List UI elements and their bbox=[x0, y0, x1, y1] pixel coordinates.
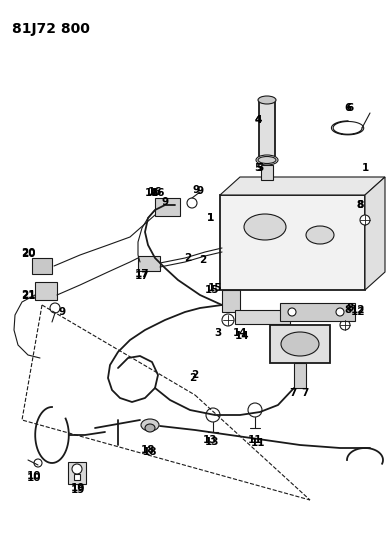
Text: 7: 7 bbox=[301, 388, 309, 398]
Text: 8: 8 bbox=[344, 305, 352, 315]
Bar bbox=[222, 290, 240, 312]
Text: 8: 8 bbox=[356, 200, 364, 210]
Text: 4: 4 bbox=[254, 115, 262, 125]
Text: 12: 12 bbox=[351, 305, 365, 315]
Text: 8: 8 bbox=[356, 200, 364, 210]
Text: 16: 16 bbox=[145, 188, 159, 198]
Text: 81J72 800: 81J72 800 bbox=[12, 22, 90, 36]
Text: 9: 9 bbox=[161, 197, 168, 207]
Text: 2: 2 bbox=[189, 373, 196, 383]
Text: 19: 19 bbox=[71, 483, 85, 493]
Text: 15: 15 bbox=[205, 285, 219, 295]
Text: 5: 5 bbox=[256, 163, 264, 173]
Text: 6: 6 bbox=[344, 103, 352, 113]
Circle shape bbox=[187, 198, 197, 208]
Text: 17: 17 bbox=[135, 269, 149, 279]
Circle shape bbox=[50, 303, 60, 313]
Bar bbox=[32, 258, 52, 274]
Text: 11: 11 bbox=[251, 438, 265, 448]
Text: 5: 5 bbox=[254, 163, 262, 173]
Text: 1: 1 bbox=[207, 213, 214, 223]
Ellipse shape bbox=[244, 214, 286, 240]
Text: 1: 1 bbox=[207, 213, 214, 223]
Text: 14: 14 bbox=[233, 328, 247, 338]
Text: 13: 13 bbox=[205, 437, 219, 447]
Text: 7: 7 bbox=[289, 388, 297, 398]
Text: 14: 14 bbox=[235, 331, 249, 341]
Text: 16: 16 bbox=[148, 187, 162, 197]
Bar bbox=[261, 165, 273, 180]
Text: 6: 6 bbox=[346, 103, 354, 113]
Bar bbox=[138, 256, 160, 271]
Bar bbox=[259, 100, 275, 160]
Ellipse shape bbox=[256, 155, 278, 165]
Text: 18: 18 bbox=[141, 445, 155, 455]
Ellipse shape bbox=[306, 226, 334, 244]
Text: 2: 2 bbox=[191, 370, 199, 380]
Polygon shape bbox=[365, 177, 385, 290]
Circle shape bbox=[360, 215, 370, 225]
Text: 17: 17 bbox=[135, 271, 149, 281]
Ellipse shape bbox=[258, 96, 276, 104]
Bar bbox=[74, 474, 80, 480]
Bar bbox=[220, 195, 365, 290]
Text: 21: 21 bbox=[21, 291, 35, 301]
Bar bbox=[294, 363, 306, 388]
Text: 20: 20 bbox=[21, 248, 35, 258]
Text: 3: 3 bbox=[214, 328, 222, 338]
Text: 2: 2 bbox=[184, 253, 192, 263]
Text: 2: 2 bbox=[200, 255, 207, 265]
Polygon shape bbox=[220, 177, 385, 195]
Text: 18: 18 bbox=[143, 447, 157, 457]
Text: 20: 20 bbox=[21, 249, 35, 259]
Text: 4: 4 bbox=[254, 115, 262, 125]
Text: 19: 19 bbox=[71, 485, 85, 495]
Text: 16: 16 bbox=[151, 188, 165, 198]
Circle shape bbox=[206, 408, 220, 422]
Bar bbox=[270, 325, 330, 363]
Circle shape bbox=[34, 459, 42, 467]
Text: 13: 13 bbox=[203, 435, 217, 445]
Text: 15: 15 bbox=[208, 283, 222, 293]
Text: 1: 1 bbox=[361, 163, 369, 173]
Bar bbox=[155, 198, 180, 216]
Text: 12: 12 bbox=[351, 307, 365, 317]
Ellipse shape bbox=[258, 157, 276, 164]
Text: 11: 11 bbox=[248, 435, 262, 445]
Circle shape bbox=[248, 403, 262, 417]
Bar bbox=[280, 303, 355, 321]
Ellipse shape bbox=[281, 332, 319, 356]
Circle shape bbox=[222, 314, 234, 326]
Circle shape bbox=[336, 308, 344, 316]
Text: 10: 10 bbox=[27, 473, 41, 483]
Bar bbox=[68, 462, 86, 484]
Circle shape bbox=[72, 464, 82, 474]
Text: 21: 21 bbox=[21, 290, 35, 300]
Text: 9: 9 bbox=[193, 185, 200, 195]
Bar bbox=[35, 282, 57, 300]
Text: 9: 9 bbox=[196, 186, 203, 196]
Bar bbox=[235, 310, 290, 324]
Text: 10: 10 bbox=[27, 471, 41, 481]
Circle shape bbox=[340, 320, 350, 330]
Text: 9: 9 bbox=[58, 307, 66, 317]
Ellipse shape bbox=[141, 419, 159, 431]
Text: 8: 8 bbox=[346, 303, 354, 313]
Ellipse shape bbox=[145, 424, 155, 432]
Circle shape bbox=[288, 308, 296, 316]
